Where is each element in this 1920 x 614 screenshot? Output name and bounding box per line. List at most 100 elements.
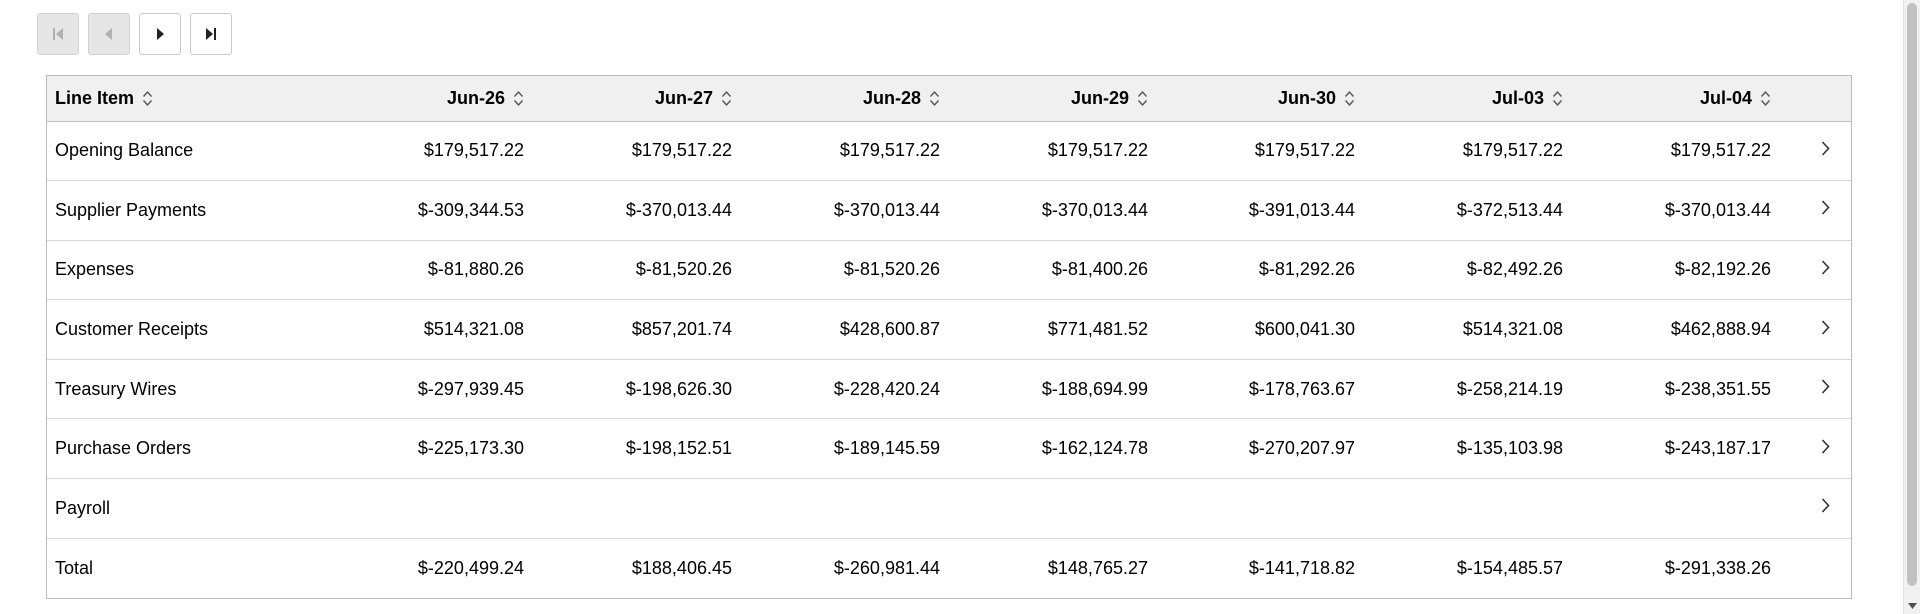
next-page-button[interactable] [139,13,181,55]
cell-value: $771,481.52 [1047,319,1148,340]
column-header-label: Jul-04 [1699,87,1752,108]
cell-value: $-81,292.26 [1258,259,1355,280]
column-header-jun-29[interactable]: Jun-29 [968,76,1176,121]
cell-value: $-225,173.30 [417,438,524,459]
sort-icon[interactable] [929,90,940,107]
row-label: Purchase Orders [55,438,192,459]
column-header-label: Jun-28 [862,87,921,108]
cell-value: $-189,145.59 [833,438,940,459]
table-row-treasury-wires[interactable]: Treasury Wires $-297,939.45 $-198,626.30 $-… [47,359,1851,419]
cell-value [1383,479,1591,539]
cell-value: $-81,400.26 [1051,259,1148,280]
expand-cell [1799,240,1851,300]
cell-value [760,479,968,539]
table-row-opening-balance[interactable]: Opening Balance $179,517.22 $179,517.22 $17… [47,121,1851,181]
sort-icon[interactable] [1344,90,1355,107]
expand-column-header [1799,76,1851,121]
chevron-right-icon[interactable] [1820,497,1831,519]
cell-value: $-243,187.17 [1664,438,1771,459]
column-header-jun-30[interactable]: Jun-30 [1176,76,1383,121]
cell-value: $600,041.30 [1254,319,1355,340]
cell-value: $-81,880.26 [427,259,524,280]
row-label: Customer Receipts [55,319,209,340]
column-header-jun-28[interactable]: Jun-28 [760,76,968,121]
sort-icon[interactable] [1552,90,1563,107]
prev-page-icon [101,26,117,42]
column-header-line-item[interactable]: Line Item [47,76,344,121]
cell-value: $-198,152.51 [625,438,732,459]
table-row-purchase-orders[interactable]: Purchase Orders $-225,173.30 $-198,152.51 $… [47,419,1851,479]
expand-cell [1799,538,1851,598]
last-page-icon [203,26,219,42]
table-row-customer-receipts[interactable]: Customer Receipts $514,321.08 $857,201.74 $… [47,300,1851,360]
cell-value [1176,479,1383,539]
sort-icon[interactable] [1137,90,1148,107]
chevron-right-icon[interactable] [1820,378,1831,400]
chevron-right-icon[interactable] [1820,199,1831,221]
scrollbar-thumb[interactable] [1907,3,1917,586]
column-header-content: Jun-27 [655,88,732,109]
expand-cell [1799,300,1851,360]
last-page-button[interactable] [190,13,232,55]
expand-cell [1799,181,1851,241]
sort-icon[interactable] [1760,90,1771,107]
cell-value: $179,517.22 [1254,140,1355,161]
cell-value [1591,479,1799,539]
next-page-icon [152,26,168,42]
cell-value: $-198,626.30 [625,378,732,399]
table-row-payroll[interactable]: Payroll [47,479,1851,539]
cell-value: $-370,013.44 [1664,199,1771,220]
vertical-scrollbar[interactable] [1903,0,1920,614]
cell-value [552,479,760,539]
column-header-content: Jun-26 [447,88,524,109]
chevron-right-icon[interactable] [1820,140,1831,162]
column-header-jun-26[interactable]: Jun-26 [344,76,552,121]
cell-value: $179,517.22 [1462,140,1563,161]
cell-value: $179,517.22 [631,140,732,161]
column-header-content: Jun-29 [1071,88,1148,109]
table-row-expenses[interactable]: Expenses $-81,880.26 $-81,520.26 $-81,520.2… [47,240,1851,300]
scroll-down-arrow-icon[interactable] [1904,597,1920,614]
cell-value: $179,517.22 [1670,140,1771,161]
column-header-content: Line Item [55,88,153,109]
chevron-right-icon[interactable] [1820,438,1831,460]
column-header-jun-27[interactable]: Jun-27 [552,76,760,121]
column-header-label: Jun-27 [654,87,713,108]
prev-page-button[interactable] [88,13,130,55]
cell-value: $-238,351.55 [1664,378,1771,399]
cell-value: $179,517.22 [423,140,524,161]
sort-icon[interactable] [721,90,732,107]
cell-value: $-391,013.44 [1248,199,1355,220]
expand-cell [1799,419,1851,479]
table-row-supplier-payments[interactable]: Supplier Payments $-309,344.53 $-370,013.4… [47,181,1851,241]
header-row: Line Item Jun-26 Jun-27 Jun-28 Jun-29 Jun-30 J… [47,76,1851,121]
cell-value: $-135,103.98 [1456,438,1563,459]
cell-value: $-178,763.67 [1248,378,1355,399]
column-header-label: Jun-29 [1070,87,1129,108]
cell-value: $-188,694.99 [1041,378,1148,399]
cash-flow-table: Line Item Jun-26 Jun-27 Jun-28 Jun-29 Jun-30 J… [47,76,1851,598]
chevron-right-icon[interactable] [1820,259,1831,281]
column-header-jul-04[interactable]: Jul-04 [1591,76,1799,121]
column-header-content: Jul-04 [1700,88,1771,109]
cell-value: $-81,520.26 [843,259,940,280]
column-header-label: Jun-30 [1277,87,1336,108]
cell-value: $-260,981.44 [833,557,940,578]
cell-value: $-141,718.82 [1248,557,1355,578]
cell-value: $188,406.45 [631,557,732,578]
column-header-content: Jun-30 [1278,88,1355,109]
row-label: Expenses [55,259,135,280]
cell-value: $179,517.22 [839,140,940,161]
cell-value: $-82,192.26 [1674,259,1771,280]
row-label: Payroll [55,497,111,518]
first-page-button[interactable] [37,13,79,55]
chevron-right-icon[interactable] [1820,319,1831,341]
column-header-jul-03[interactable]: Jul-03 [1383,76,1591,121]
cell-value: $-228,420.24 [833,378,940,399]
cell-value: $514,321.08 [1462,319,1563,340]
row-label: Treasury Wires [55,378,177,399]
sort-icon[interactable] [142,90,153,107]
cell-value: $-81,520.26 [635,259,732,280]
cell-value [344,479,552,539]
sort-icon[interactable] [513,90,524,107]
